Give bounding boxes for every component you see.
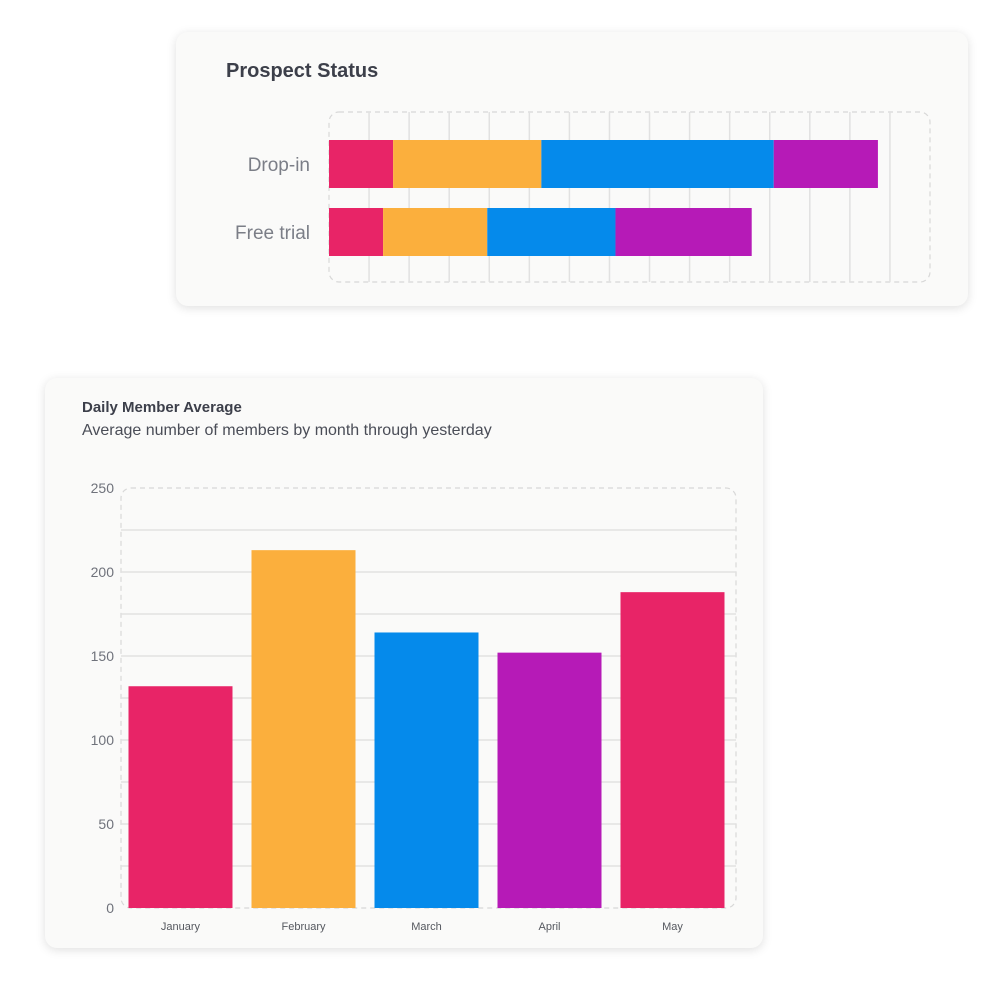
bar-january: [128, 686, 233, 908]
daily-member-average-subtitle: Average number of members by month throu…: [82, 422, 492, 439]
bar-april: [497, 652, 602, 908]
y-tick-label: 50: [98, 816, 114, 832]
bar-may: [620, 592, 725, 908]
daily-member-average-title: Daily Member Average: [82, 399, 242, 416]
x-axis-label-january: January: [161, 921, 201, 933]
stacked-bar-segment: [329, 140, 394, 188]
prospect-status-chart: Drop-in Free trial: [235, 111, 931, 283]
category-label-drop-in: Drop-in: [248, 155, 310, 176]
plot-frame: [328, 111, 931, 283]
x-axis-label-march: March: [411, 921, 442, 933]
x-axis-label-february: February: [281, 921, 326, 933]
stacked-bar-segment: [329, 208, 384, 256]
category-label-free-trial: Free trial: [235, 223, 310, 244]
stacked-bar-segment: [541, 140, 774, 188]
daily-member-average-chart: 0 50 100 150 200 250 January February March April…: [91, 480, 737, 933]
y-tick-label: 150: [91, 648, 115, 664]
x-axis-label-may: May: [662, 921, 683, 933]
stacked-bar-segment: [487, 208, 616, 256]
stacked-bar-segment: [615, 208, 752, 256]
daily-member-average-card: Daily Member Average Average number of m…: [45, 378, 763, 948]
prospect-status-title: Prospect Status: [226, 60, 379, 82]
x-axis-label-april: April: [538, 921, 560, 933]
y-tick-label: 0: [106, 900, 114, 916]
y-tick-label: 250: [91, 480, 115, 496]
prospect-status-card: Prospect Status Drop-in Free trial: [176, 32, 968, 306]
stacked-bar-segment: [393, 140, 542, 188]
stacked-bar-segment: [773, 140, 878, 188]
y-tick-label: 100: [91, 732, 115, 748]
bar-february: [251, 550, 356, 908]
y-tick-label: 200: [91, 564, 115, 580]
stacked-bar-segment: [383, 208, 488, 256]
bar-march: [374, 632, 479, 908]
